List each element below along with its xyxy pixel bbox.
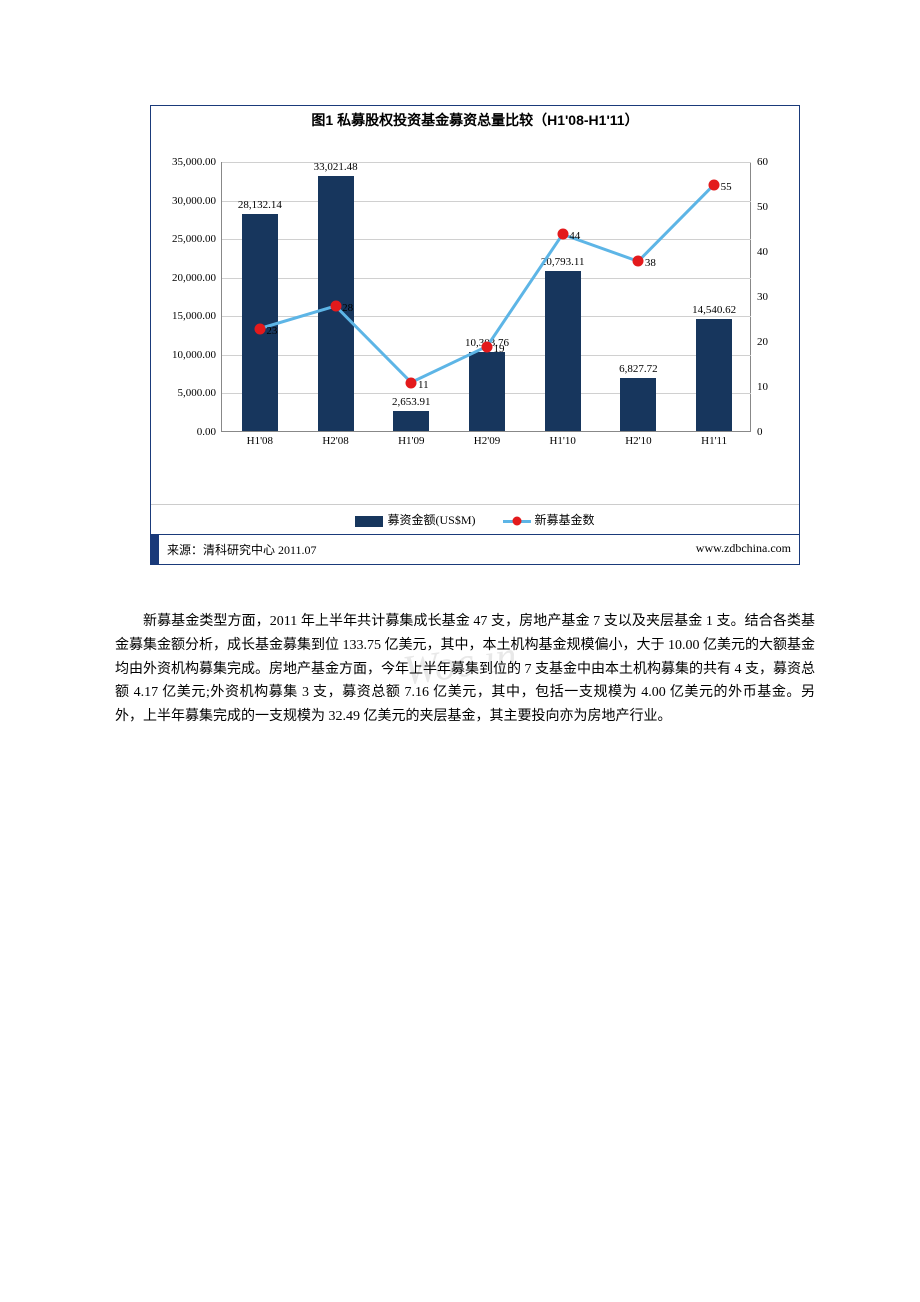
line-value-label: 28 [342,302,353,314]
x-tick-label: H1'10 [549,431,575,447]
chart-bar [696,319,732,431]
chart-legend: 募资金额(US$M) 新募基金数 [151,504,799,534]
chart-plot-area: 0.005,000.0010,000.0015,000.0020,000.002… [221,162,751,432]
grid-line [222,278,751,279]
line-marker [406,377,417,388]
y-right-tick: 0 [751,426,763,438]
bar-value-label: 28,132.14 [238,199,282,211]
y-left-tick: 20,000.00 [172,272,222,284]
chart-plot-container: 0.00 5,000.00 10,000.00 15,000.00 20,000.00 2… [151,134,799,504]
x-tick-label: H1'08 [247,431,273,447]
chart-bar [545,271,581,431]
y-left-tick: 0.00 [197,426,222,438]
line-marker [330,301,341,312]
chart-bar [620,378,656,431]
body-paragraph: 新募基金类型方面，2011 年上半年共计募集成长基金 47 支，房地产基金 7 … [115,610,815,729]
legend-bar-label: 募资金额(US$M) [387,513,475,527]
x-tick-label: H2'09 [474,431,500,447]
legend-item-line: 新募基金数 [503,511,595,528]
x-tick-label: H2'08 [322,431,348,447]
line-value-label: 44 [569,230,580,242]
line-marker [633,256,644,267]
line-value-label: 11 [418,379,429,391]
y-right-tick: 30 [751,291,768,303]
grid-line [222,201,751,202]
y-left-tick: 35,000.00 [172,156,222,168]
grid-line [222,162,751,163]
y-right-tick: 10 [751,381,768,393]
chart-source-bar: 来源：清科研究中心 2011.07 www.zdbchina.com [151,534,799,564]
legend-item-bars: 募资金额(US$M) [355,511,475,528]
bar-value-label: 33,021.48 [314,161,358,173]
source-stripe-icon [151,535,159,564]
line-value-label: 55 [721,181,732,193]
chart-bar [469,352,505,431]
y-right-tick: 40 [751,246,768,258]
y-left-tick: 5,000.00 [178,387,223,399]
y-right-tick: 20 [751,336,768,348]
grid-line [222,239,751,240]
line-value-label: 38 [645,257,656,269]
chart-title: 图1 私募股权投资基金募资总量比较（H1'08-H1'11） [151,106,799,134]
chart-source-text: 来源：清科研究中心 2011.07 [167,541,317,558]
y-left-tick: 15,000.00 [172,310,222,322]
bar-value-label: 2,653.91 [392,396,431,408]
bar-swatch-icon [355,516,383,527]
legend-line-label: 新募基金数 [535,513,595,527]
paragraph-text: 新募基金类型方面，2011 年上半年共计募集成长基金 47 支，房地产基金 7 … [115,610,815,729]
chart-bar [393,411,429,431]
line-value-label: 19 [494,343,505,355]
line-swatch-icon [503,520,531,523]
line-segment [637,183,715,262]
line-marker [709,179,720,190]
line-value-label: 23 [266,325,277,337]
chart-container: 图1 私募股权投资基金募资总量比较（H1'08-H1'11） 0.00 5,000… [150,105,800,565]
x-tick-label: H2'10 [625,431,651,447]
chart-url-text: www.zdbchina.com [696,541,791,558]
bar-value-label: 6,827.72 [619,363,658,375]
x-tick-label: H1'09 [398,431,424,447]
y-right-tick: 60 [751,156,768,168]
y-left-tick: 25,000.00 [172,233,222,245]
y-right-tick: 50 [751,201,768,213]
bar-value-label: 14,540.62 [692,304,736,316]
x-tick-label: H1'11 [701,431,727,447]
line-marker [254,323,265,334]
line-marker [557,229,568,240]
y-left-tick: 30,000.00 [172,195,222,207]
y-left-tick: 10,000.00 [172,349,222,361]
line-marker [482,341,493,352]
